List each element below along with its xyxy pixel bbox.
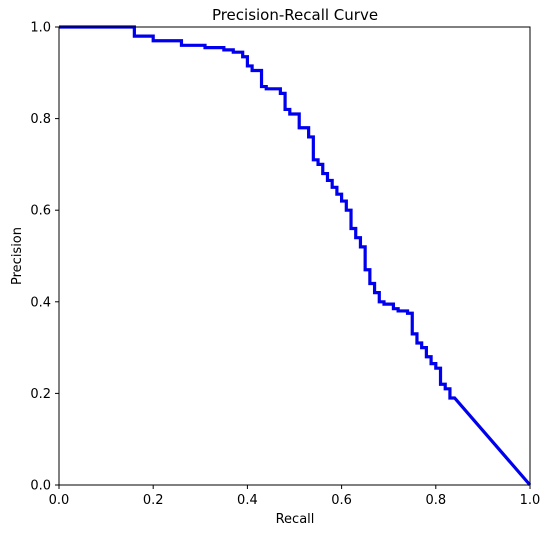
y-tick-label: 0.8 — [30, 112, 51, 127]
x-axis-label: Recall — [276, 512, 315, 527]
x-tick-label: 0.6 — [331, 493, 352, 508]
y-tick-label: 1.0 — [30, 21, 51, 36]
y-tick-label: 0.4 — [30, 295, 51, 310]
y-tick-label: 0.2 — [30, 387, 51, 402]
y-tick-label: 0.6 — [30, 204, 51, 219]
x-tick-label: 0.2 — [143, 493, 164, 508]
x-tick-label: 0.4 — [237, 493, 258, 508]
y-axis-label: Precision — [10, 227, 25, 285]
y-axis-ticks: 0.0 0.2 0.4 0.6 0.8 1.0 — [30, 21, 59, 494]
x-tick-label: 0.8 — [425, 493, 446, 508]
x-tick-label: 0.0 — [49, 493, 70, 508]
y-tick-label: 0.0 — [30, 479, 51, 494]
x-tick-label: 1.0 — [520, 493, 541, 508]
chart-title: Precision-Recall Curve — [212, 6, 378, 24]
plot-frame — [58, 26, 531, 486]
pr-curve-line — [59, 25, 532, 487]
x-axis-ticks: 0.0 0.2 0.4 0.6 0.8 1.0 — [49, 485, 541, 508]
